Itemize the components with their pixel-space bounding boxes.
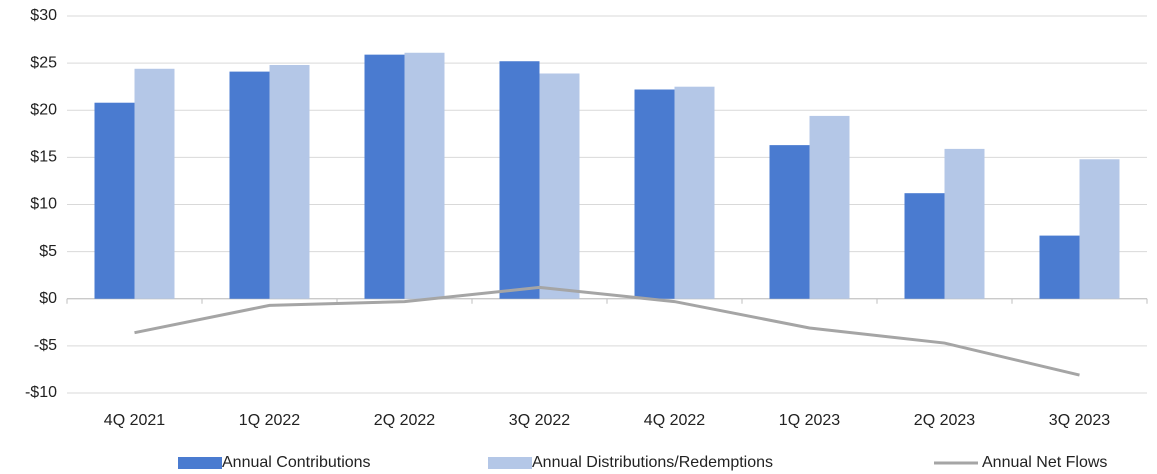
bar bbox=[539, 73, 580, 299]
bar bbox=[1039, 235, 1080, 299]
bar bbox=[1079, 159, 1120, 299]
y-tick-label: $20 bbox=[30, 101, 57, 118]
legend-label: Annual Distributions/Redemptions bbox=[532, 454, 773, 471]
x-tick-label: 2Q 2023 bbox=[914, 412, 975, 429]
y-tick-label: $15 bbox=[30, 149, 57, 166]
y-tick-label: -$5 bbox=[34, 337, 57, 354]
bar bbox=[674, 86, 715, 299]
legend-swatch bbox=[488, 457, 532, 469]
x-tick-label: 3Q 2023 bbox=[1049, 412, 1110, 429]
y-tick-label: -$10 bbox=[25, 384, 57, 401]
bar bbox=[269, 65, 310, 299]
bar bbox=[499, 61, 540, 299]
legend-label: Annual Net Flows bbox=[982, 454, 1107, 471]
x-tick-label: 4Q 2021 bbox=[104, 412, 165, 429]
x-tick-label: 2Q 2022 bbox=[374, 412, 435, 429]
bar bbox=[634, 89, 675, 299]
bar bbox=[404, 52, 445, 299]
y-tick-label: $5 bbox=[39, 243, 57, 260]
legend-swatch bbox=[178, 457, 222, 469]
bar bbox=[94, 102, 135, 299]
bar bbox=[944, 148, 985, 299]
bar bbox=[229, 71, 270, 299]
bar bbox=[769, 145, 810, 299]
bar bbox=[134, 68, 175, 299]
x-tick-label: 3Q 2022 bbox=[509, 412, 570, 429]
y-tick-label: $25 bbox=[30, 54, 57, 71]
y-tick-label: $0 bbox=[39, 290, 57, 307]
y-tick-label: $10 bbox=[30, 196, 57, 213]
y-tick-label: $30 bbox=[30, 7, 57, 24]
legend-label: Annual Contributions bbox=[222, 454, 371, 471]
bar bbox=[364, 54, 405, 299]
line bbox=[134, 285, 1080, 377]
x-tick-label: 1Q 2023 bbox=[779, 412, 840, 429]
x-tick-label: 4Q 2022 bbox=[644, 412, 705, 429]
x-tick-label: 1Q 2022 bbox=[239, 412, 300, 429]
bar bbox=[809, 115, 850, 299]
bar bbox=[904, 193, 945, 299]
